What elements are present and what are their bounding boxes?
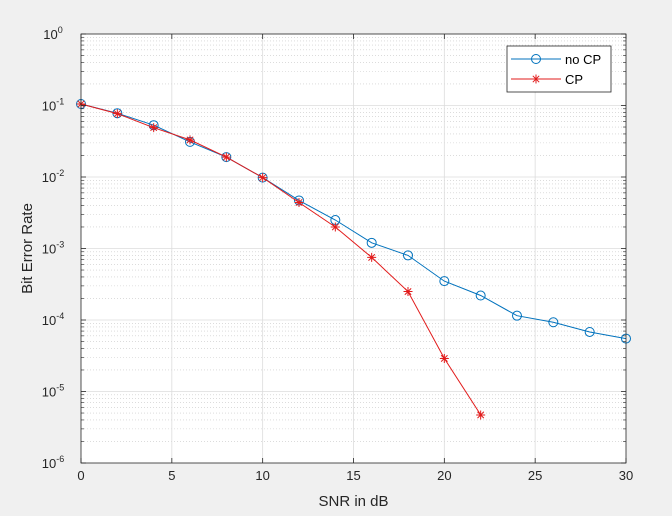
legend-item-no-cp: no CP [511,52,601,67]
data-point-no-cp [475,290,486,301]
legend-item-cp: CP [511,72,583,87]
data-point-cp [258,173,268,183]
data-point-cp [330,222,340,232]
y-tick-labels: 10-6 10-5 10-4 10-3 10-2 10-1 100 [42,25,64,471]
data-point-no-cp [403,250,413,261]
x-tick-label: 15 [346,468,360,483]
data-point-cp [403,287,413,297]
y-tick-label: 10-2 [42,168,64,185]
data-point-no-cp [512,310,522,321]
y-axis-label: Bit Error Rate [19,203,36,294]
data-point-cp [439,353,449,363]
data-point-no-cp [366,237,377,248]
data-point-no-cp [439,276,450,287]
x-tick-label: 5 [168,468,175,483]
data-point-no-cp [548,317,559,328]
y-tick-label: 10-1 [42,97,64,114]
legend-label-no-cp: no CP [565,52,601,67]
series-cp [76,99,486,420]
data-point-cp [149,123,159,133]
data-point-cp [367,252,377,262]
y-tick-label: 10-3 [42,240,64,257]
series-layer [76,98,631,420]
data-point-cp [221,152,231,162]
data-point-no-cp [584,326,595,337]
legend-marker-cp [531,74,541,84]
major-grid [81,34,626,463]
ticks [80,33,627,464]
series-line-cp [80,103,482,416]
x-axis-label: SNR in dB [318,493,388,510]
x-tick-labels: 0 5 10 15 20 25 30 [77,468,633,483]
x-tick-label: 10 [255,468,269,483]
x-tick-label: 25 [528,468,542,483]
data-point-cp [112,109,122,119]
y-tick-label: 10-6 [42,454,64,471]
x-tick-label: 20 [437,468,451,483]
data-point-cp [476,410,486,420]
data-point-cp [185,135,195,145]
legend: no CP CP [506,45,612,93]
x-tick-label: 30 [619,468,633,483]
y-tick-label: 10-5 [42,383,64,400]
data-point-cp [294,197,304,207]
y-tick-label: 10-4 [42,311,64,328]
y-tick-label: 100 [43,25,62,42]
legend-label-cp: CP [565,72,583,87]
legend-marker-no-cp [531,54,541,64]
legend-box [506,45,612,93]
x-tick-label: 0 [77,468,84,483]
